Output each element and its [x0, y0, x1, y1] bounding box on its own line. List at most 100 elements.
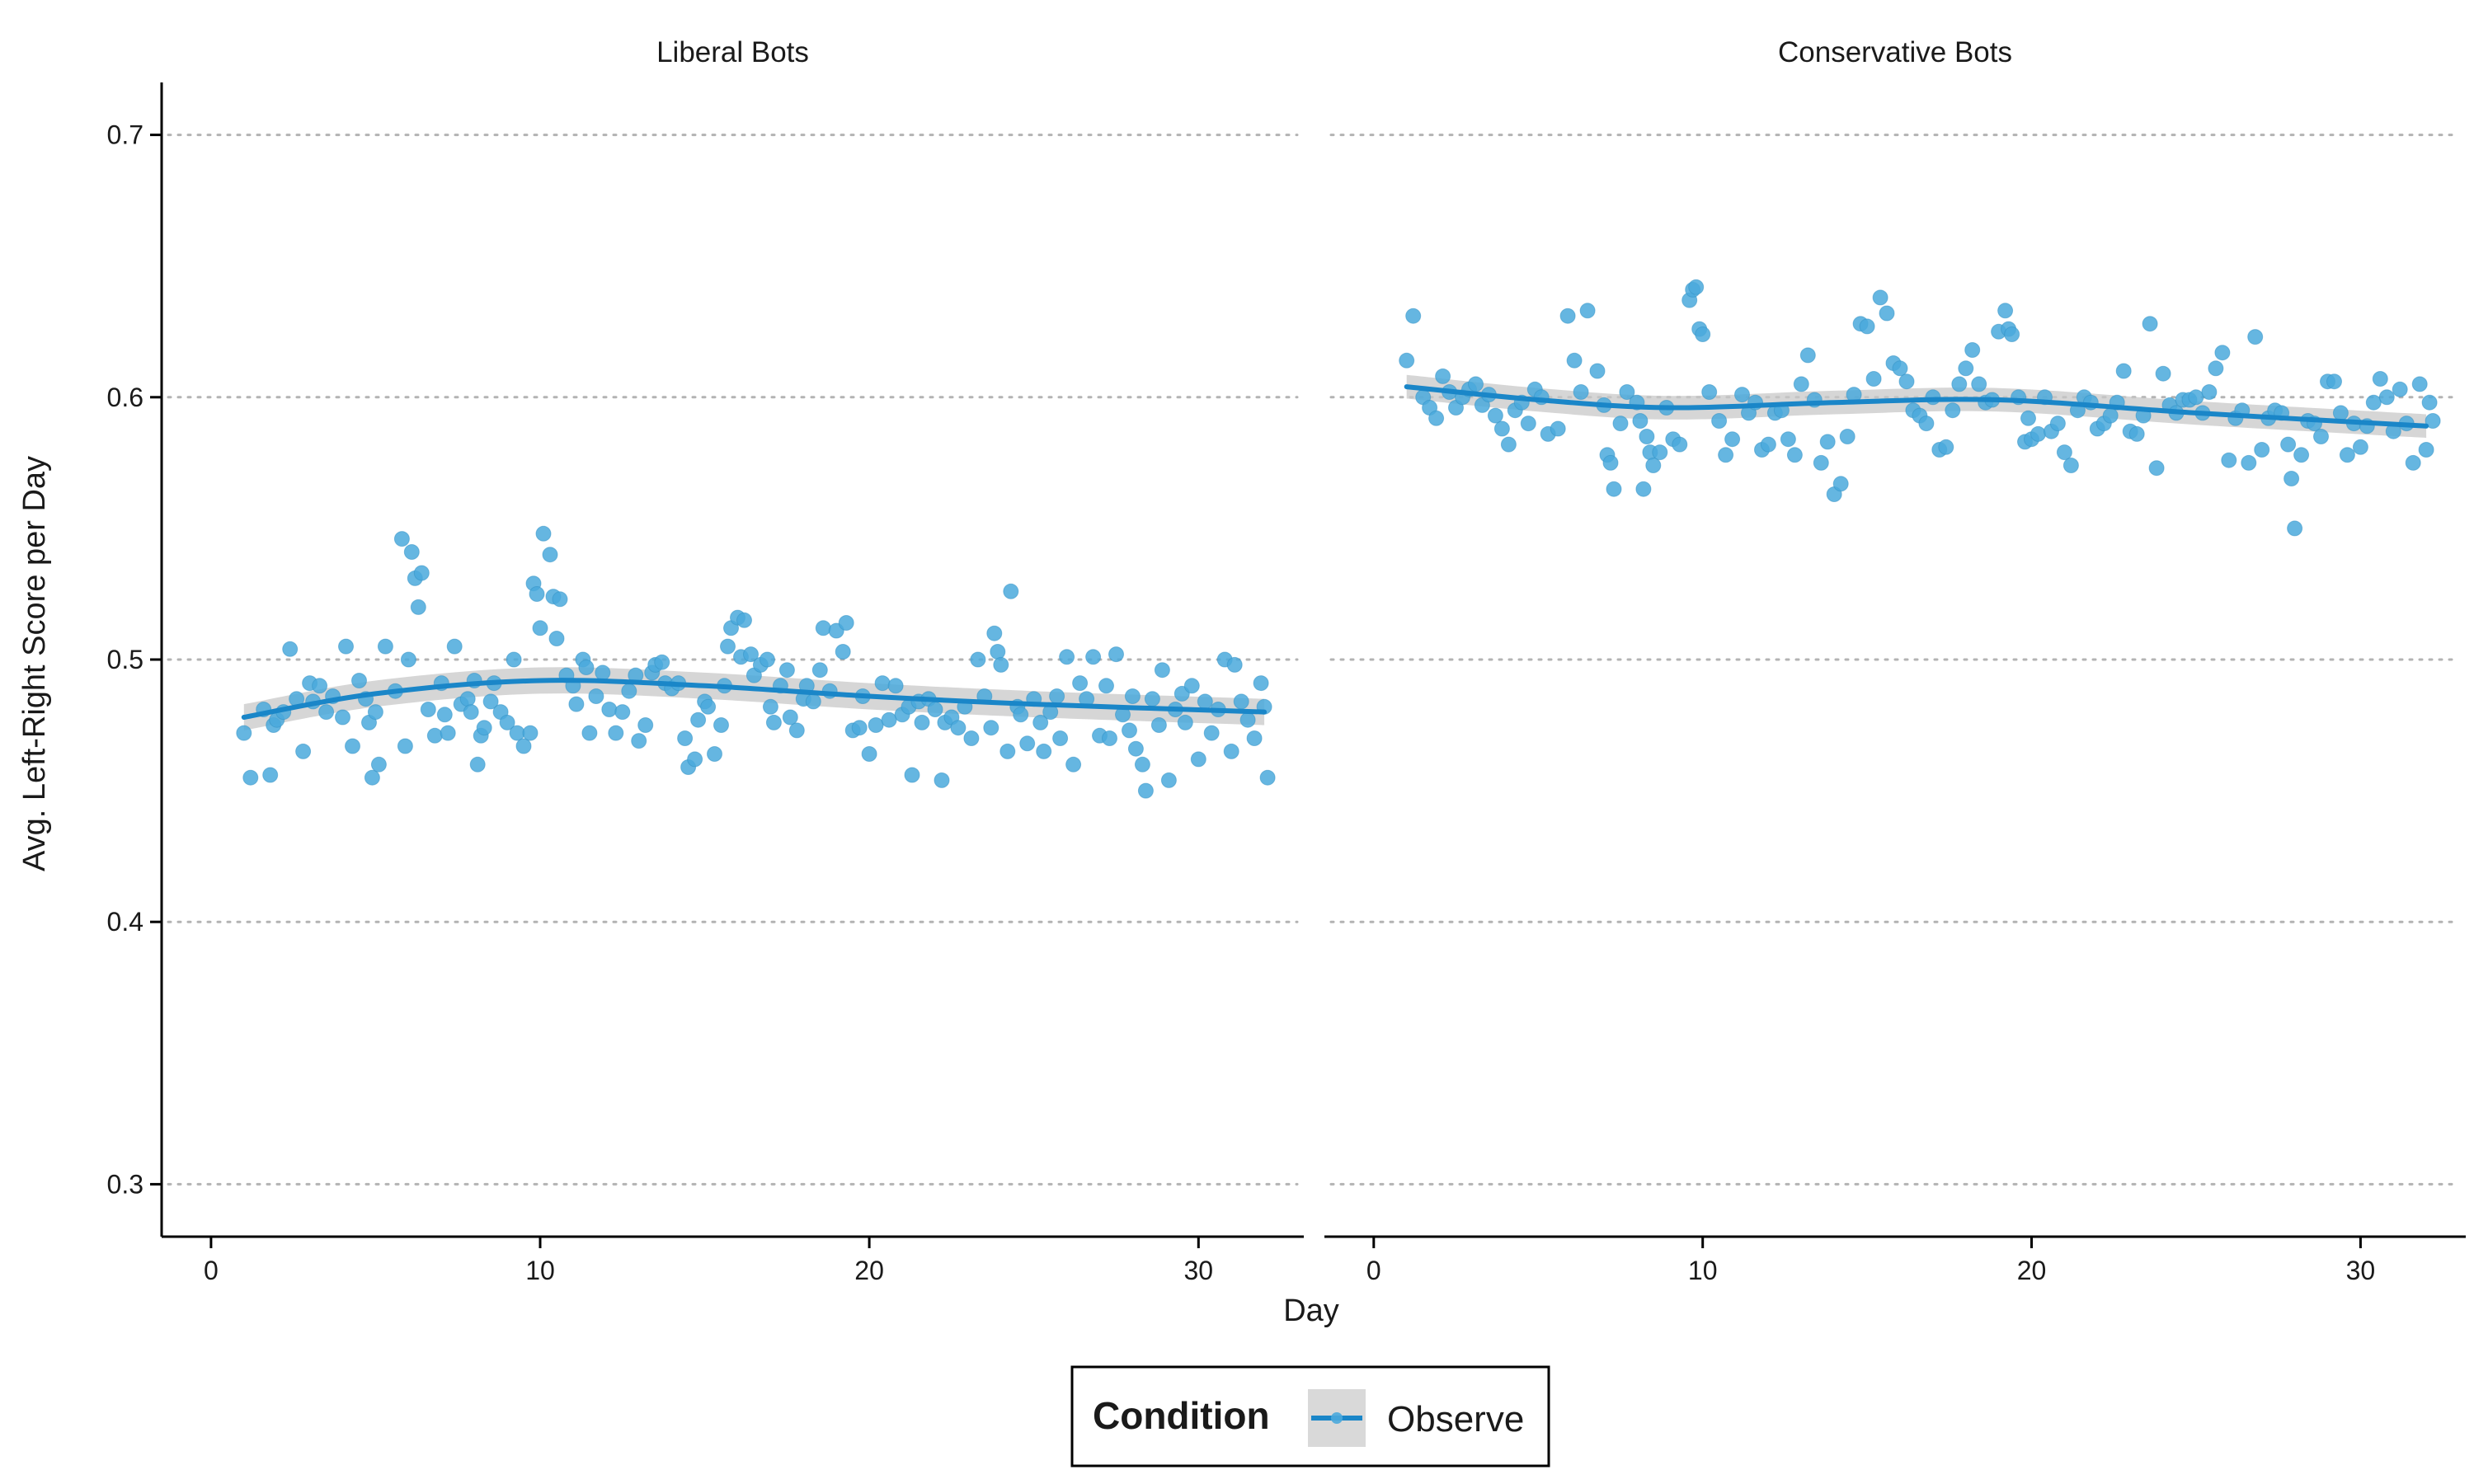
data-point	[1253, 675, 1269, 692]
data-point	[400, 651, 416, 668]
y-tick-label: 0.7	[107, 120, 143, 150]
data-point	[2287, 520, 2303, 537]
data-point	[815, 620, 831, 636]
data-point	[1997, 303, 2014, 319]
data-point	[1786, 447, 1803, 463]
data-point	[1971, 376, 1987, 392]
data-point	[1493, 420, 1510, 437]
data-point	[838, 615, 854, 631]
data-point	[1233, 693, 1249, 710]
data-point	[788, 722, 805, 739]
data-point	[236, 725, 252, 741]
data-point	[1688, 279, 1705, 295]
data-point	[469, 756, 486, 773]
data-point	[499, 714, 515, 730]
data-point	[529, 586, 545, 602]
data-point	[1399, 352, 1415, 369]
data-point	[2339, 447, 2355, 463]
data-point	[1246, 730, 1263, 746]
data-point	[1127, 740, 1144, 757]
data-point	[1550, 420, 1566, 437]
data-point	[690, 711, 707, 728]
data-point	[2280, 436, 2297, 453]
data-point	[637, 717, 654, 733]
data-point	[440, 725, 456, 741]
x-tick-label: 20	[2017, 1256, 2047, 1285]
data-point	[2155, 365, 2171, 382]
data-point	[1223, 743, 1239, 759]
legend-box	[1070, 1365, 1550, 1468]
data-point	[1177, 714, 1193, 730]
x-axis-title: Day	[1283, 1294, 1339, 1328]
data-point	[2241, 454, 2257, 471]
data-point	[377, 638, 393, 655]
data-point	[861, 746, 877, 762]
panel-title: Liberal Bots	[656, 36, 809, 68]
y-tick-label: 0.5	[107, 645, 143, 674]
data-point	[595, 665, 611, 681]
data-point	[515, 738, 532, 754]
data-point	[1612, 416, 1629, 432]
data-point	[338, 638, 354, 655]
data-point	[393, 531, 410, 547]
data-point	[1701, 384, 1718, 400]
data-point	[1589, 363, 1606, 379]
data-point	[2421, 394, 2438, 411]
data-point	[1734, 387, 1750, 403]
data-point	[1203, 725, 1220, 741]
data-point	[765, 714, 782, 730]
data-point	[1635, 481, 1652, 497]
data-point	[2020, 410, 2036, 426]
data-point	[782, 709, 798, 726]
data-point	[578, 660, 595, 675]
legend: Condition Observe	[1070, 1365, 1550, 1468]
data-point	[887, 678, 904, 694]
data-point	[2102, 407, 2119, 424]
data-point	[1435, 368, 1451, 384]
data-point	[535, 525, 552, 542]
data-point	[1892, 360, 1908, 377]
y-tick-label: 0.6	[107, 383, 143, 412]
data-point	[1724, 431, 1741, 448]
data-point	[720, 638, 736, 655]
data-point	[295, 743, 312, 759]
data-point	[1085, 649, 1102, 665]
data-point	[1945, 402, 1961, 419]
data-point	[2148, 460, 2165, 477]
data-point	[413, 565, 430, 581]
data-point	[1032, 714, 1049, 730]
y-axis-title: Avg. Left-Right Score per Day	[17, 456, 52, 871]
data-point	[654, 654, 670, 670]
data-point	[999, 743, 1016, 759]
data-point	[934, 772, 950, 788]
smooth-line	[241, 678, 1268, 720]
data-point	[1839, 429, 1856, 444]
legend-key-point	[1331, 1412, 1343, 1424]
data-point	[506, 651, 522, 668]
data-point	[2392, 381, 2408, 397]
data-point	[1102, 730, 1117, 746]
data-point	[542, 547, 558, 563]
data-point	[2208, 360, 2224, 377]
data-point	[1619, 384, 1635, 400]
data-point	[1259, 769, 1276, 786]
data-point	[1918, 416, 1935, 432]
data-point	[1072, 675, 1089, 692]
data-point	[548, 631, 565, 646]
x-tick-label: 30	[2346, 1256, 2376, 1285]
data-point	[1190, 751, 1206, 768]
data-point	[403, 544, 420, 560]
data-point	[1226, 656, 1243, 673]
data-point	[364, 769, 380, 786]
data-point	[614, 704, 631, 721]
legend-title: Condition	[1093, 1394, 1270, 1437]
data-point	[1606, 481, 1622, 497]
x-tick-label: 10	[1688, 1256, 1718, 1285]
data-point	[1019, 735, 1036, 752]
data-point	[397, 738, 413, 754]
data-point	[868, 717, 884, 733]
data-point	[335, 709, 350, 726]
data-point	[1579, 303, 1596, 319]
data-point	[436, 707, 453, 723]
data-point	[426, 727, 443, 744]
